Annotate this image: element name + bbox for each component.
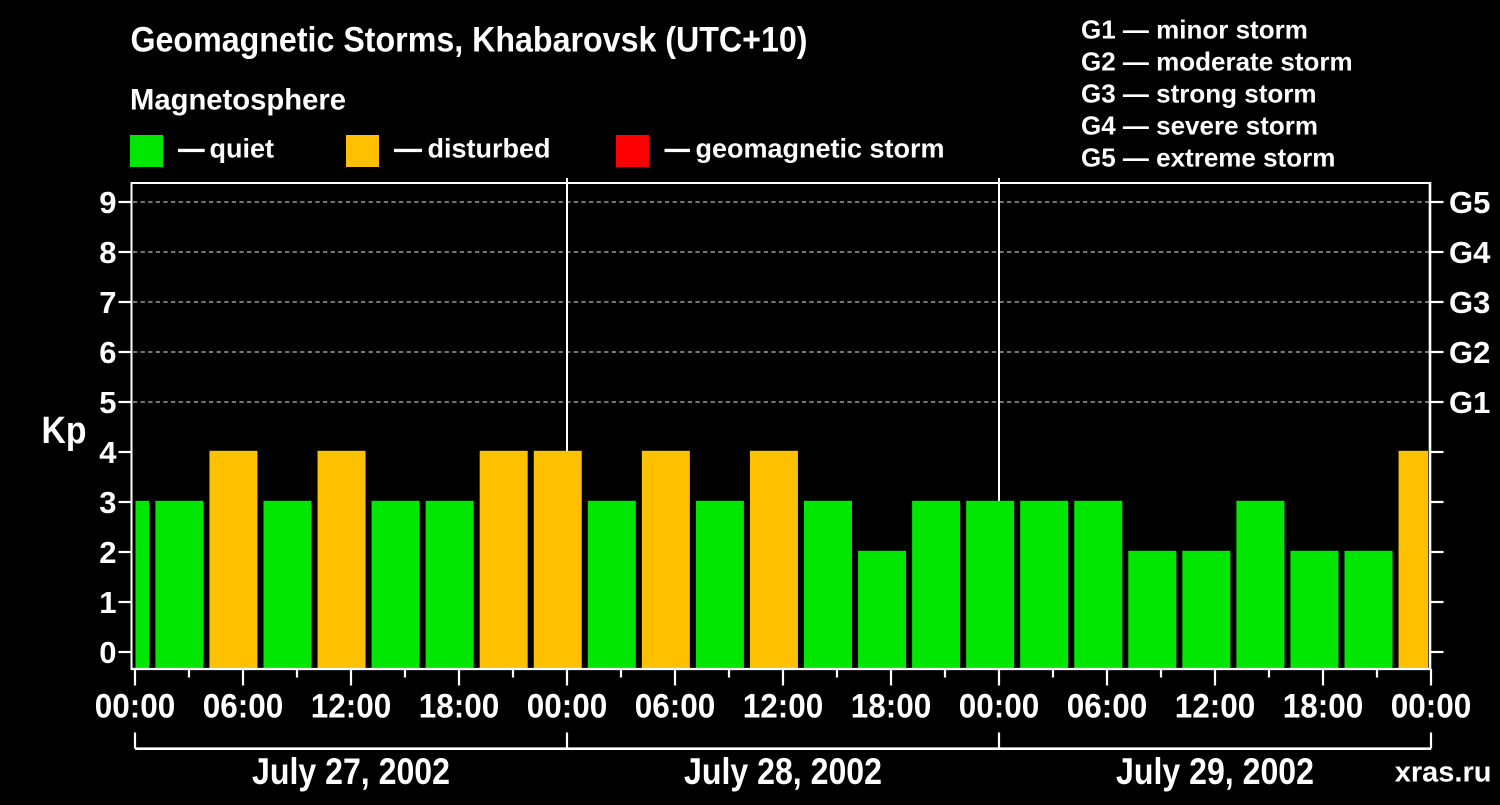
svg-text:G4 — severe storm: G4 — severe storm — [1081, 110, 1318, 140]
svg-text:00:00: 00:00 — [959, 688, 1040, 726]
svg-text:00:00: 00:00 — [527, 688, 608, 726]
svg-text:G5: G5 — [1449, 185, 1490, 220]
svg-text:1: 1 — [99, 585, 116, 620]
svg-text:06:00: 06:00 — [203, 688, 284, 726]
svg-text:5: 5 — [99, 385, 116, 420]
svg-text:00:00: 00:00 — [95, 688, 176, 726]
svg-text:12:00: 12:00 — [311, 688, 392, 726]
svg-text:xras.ru: xras.ru — [1395, 756, 1492, 788]
svg-text:7: 7 — [99, 285, 116, 320]
svg-text:disturbed: disturbed — [428, 134, 551, 164]
svg-text:Kp: Kp — [42, 410, 87, 452]
svg-text:00:00: 00:00 — [1391, 688, 1472, 726]
svg-text:9: 9 — [99, 185, 116, 220]
svg-text:G3 — strong storm: G3 — strong storm — [1081, 78, 1316, 108]
svg-text:geomagnetic storm: geomagnetic storm — [696, 134, 945, 164]
svg-text:G2 — moderate storm: G2 — moderate storm — [1081, 46, 1353, 76]
svg-text:12:00: 12:00 — [743, 688, 824, 726]
svg-text:G4: G4 — [1449, 235, 1491, 270]
svg-text:July 29, 2002: July 29, 2002 — [1116, 751, 1314, 792]
svg-text:8: 8 — [99, 235, 116, 270]
svg-text:July 28, 2002: July 28, 2002 — [684, 751, 882, 792]
svg-text:18:00: 18:00 — [419, 688, 500, 726]
svg-text:Geomagnetic Storms, Khabarovsk: Geomagnetic Storms, Khabarovsk (UTC+10) — [131, 20, 808, 59]
svg-text:2: 2 — [99, 535, 116, 570]
svg-text:G5 — extreme storm: G5 — extreme storm — [1081, 142, 1335, 172]
svg-text:quiet: quiet — [210, 134, 275, 164]
svg-text:4: 4 — [99, 435, 117, 470]
svg-text:06:00: 06:00 — [635, 688, 716, 726]
svg-text:G3: G3 — [1449, 285, 1490, 320]
svg-text:3: 3 — [99, 485, 116, 520]
svg-text:18:00: 18:00 — [1283, 688, 1364, 726]
svg-text:06:00: 06:00 — [1067, 688, 1148, 726]
svg-text:G1 — minor storm: G1 — minor storm — [1081, 14, 1308, 44]
svg-text:0: 0 — [99, 635, 116, 670]
svg-text:July 27, 2002: July 27, 2002 — [252, 751, 450, 792]
svg-text:12:00: 12:00 — [1175, 688, 1256, 726]
svg-text:G2: G2 — [1449, 335, 1490, 370]
svg-text:18:00: 18:00 — [851, 688, 932, 726]
svg-text:6: 6 — [99, 335, 116, 370]
svg-text:G1: G1 — [1449, 385, 1490, 420]
svg-text:Magnetosphere: Magnetosphere — [130, 84, 346, 117]
